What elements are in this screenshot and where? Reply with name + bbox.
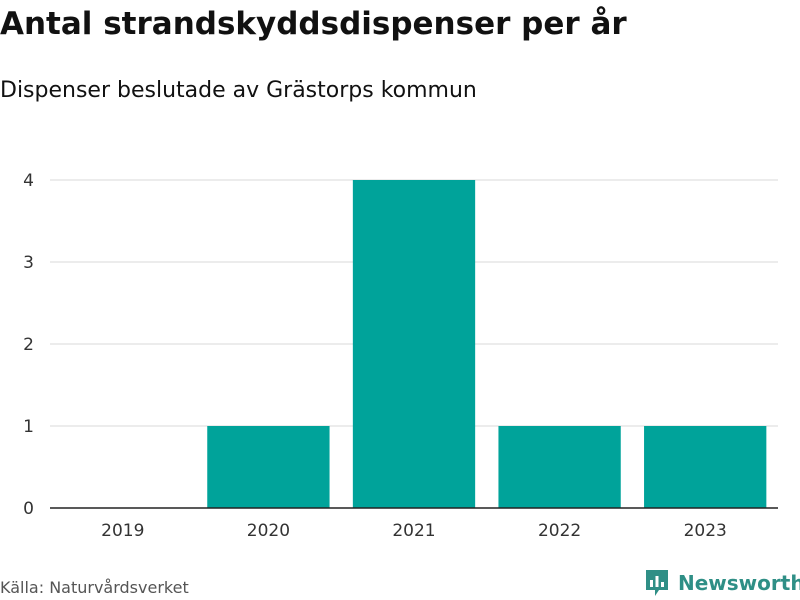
bar-2022 xyxy=(498,426,621,508)
x-tick-label: 2020 xyxy=(247,521,290,541)
bar-2020 xyxy=(207,426,330,508)
chart-title: Antal strandskyddsdispenser per år xyxy=(0,6,627,42)
x-tick-label: 2022 xyxy=(538,521,581,541)
y-tick-label: 4 xyxy=(23,171,34,191)
y-tick-label: 0 xyxy=(23,499,34,519)
y-tick-label: 3 xyxy=(23,253,34,273)
bar-chart-logo-icon xyxy=(646,570,668,596)
x-tick-labels: 2019 2020 2021 2022 2023 xyxy=(101,521,727,541)
y-tick-label: 2 xyxy=(23,335,34,355)
x-tick-label: 2021 xyxy=(392,521,435,541)
bar-2023 xyxy=(644,426,767,508)
x-tick-label: 2023 xyxy=(684,521,727,541)
bars xyxy=(207,180,767,508)
y-tick-label: 1 xyxy=(23,417,34,437)
chart-subtitle: Dispenser beslutade av Grästorps kommun xyxy=(0,78,477,103)
y-tick-labels: 0 1 2 3 4 xyxy=(23,171,34,519)
x-tick-label: 2019 xyxy=(101,521,144,541)
brand-name: Newsworthy xyxy=(678,571,800,595)
source-note: Källa: Naturvårdsverket xyxy=(0,578,189,597)
bar-2021 xyxy=(352,180,476,508)
brand-logo: Newsworthy xyxy=(644,568,800,598)
